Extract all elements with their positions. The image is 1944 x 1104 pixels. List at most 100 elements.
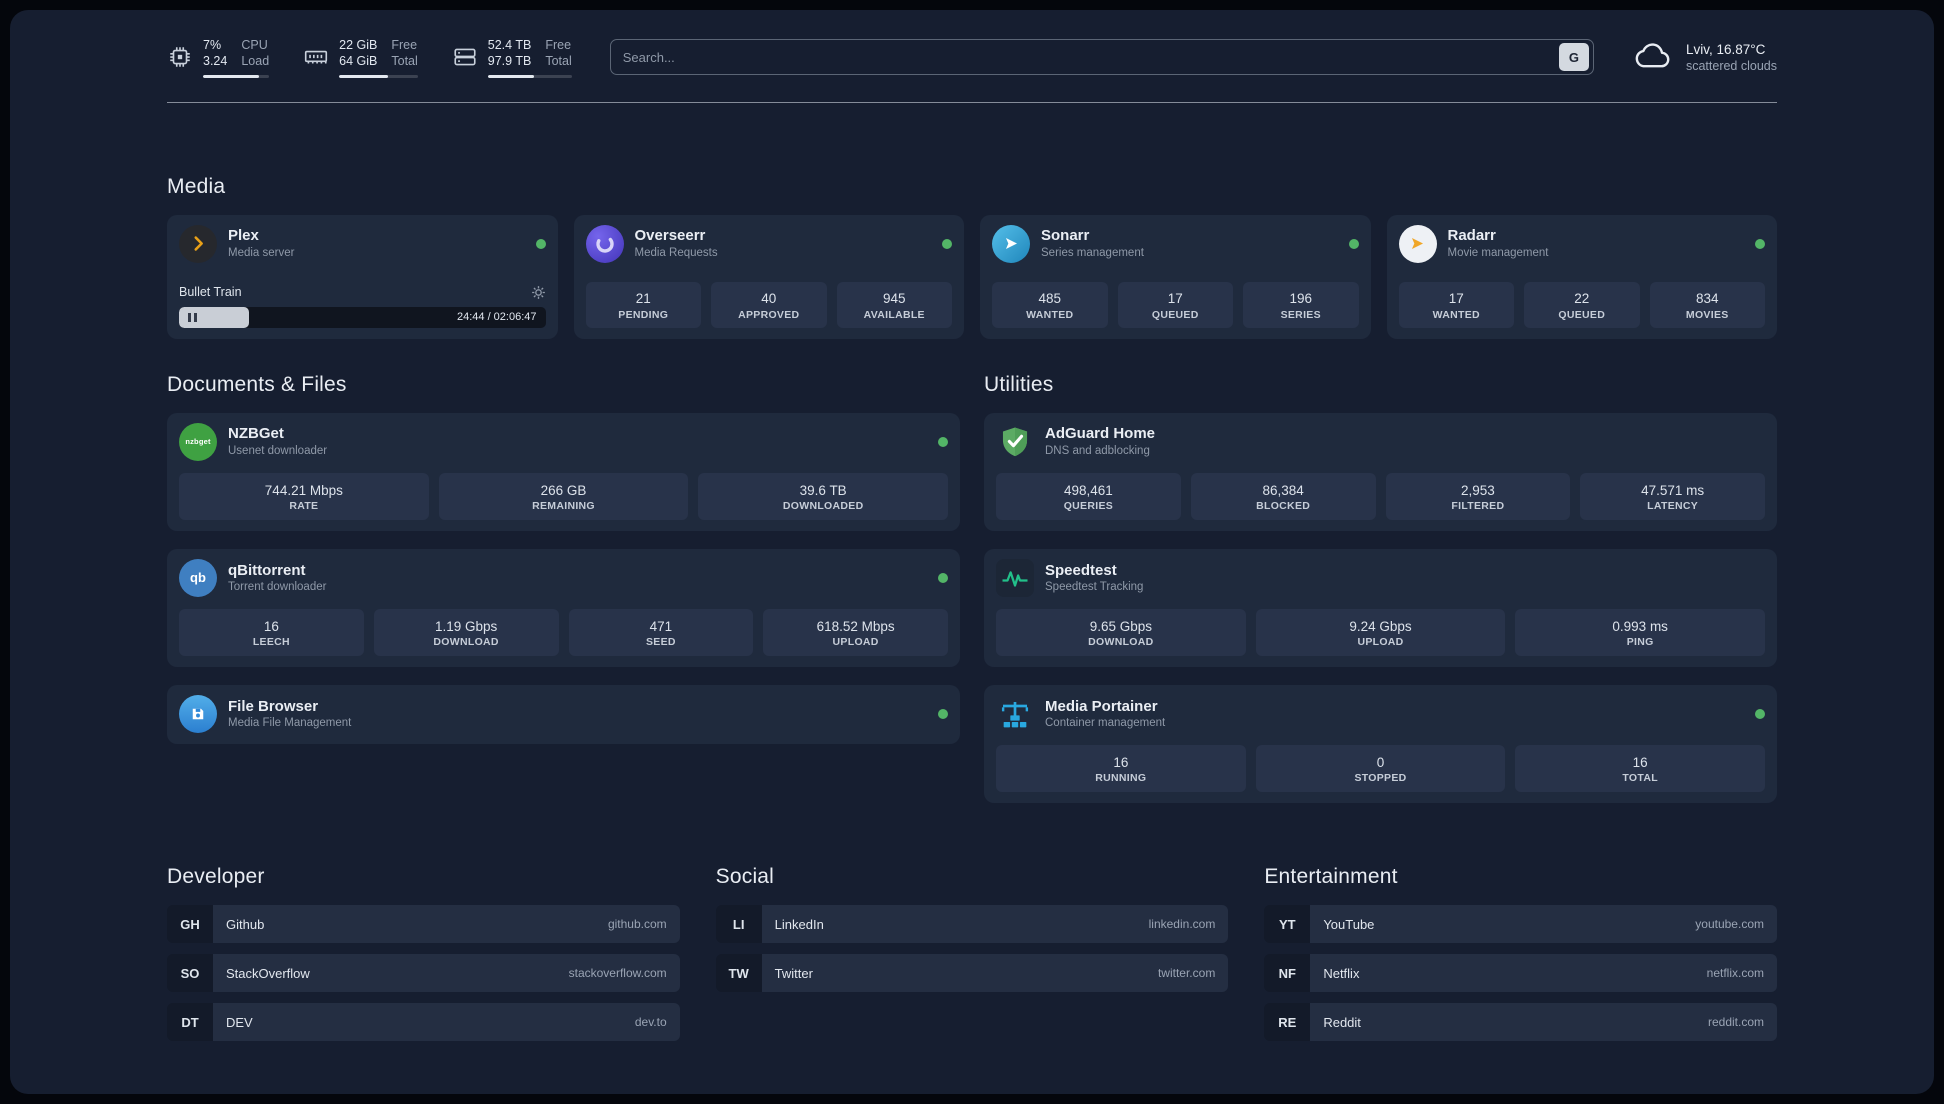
ram-total-value: 64 GiB [339, 54, 378, 69]
stat-label: LATENCY [1647, 499, 1699, 512]
stat-value: 16 [1632, 754, 1648, 770]
stat-label: RATE [289, 499, 319, 512]
card-radarr[interactable]: Radarr Movie management 17 WANTED 22 QUE… [1386, 214, 1777, 339]
stat-value: 196 [1289, 291, 1313, 307]
stat-tile: 9.24 Gbps UPLOAD [1255, 608, 1506, 656]
stat-value: 498,461 [1063, 482, 1113, 498]
pause-button[interactable] [188, 307, 197, 328]
card-subtitle: DNS and adblocking [1045, 444, 1150, 457]
stat-tile: 618.52 Mbps UPLOAD [763, 608, 948, 656]
stat-tile: 485 WANTED [992, 282, 1108, 328]
player-time: 24:44 / 02:06:47 [456, 311, 537, 323]
card-file-browser[interactable]: File Browser Media File Management [167, 684, 960, 744]
system-stats: 7% 3.24 CPU Load [167, 37, 572, 78]
section-title-utilities: Utilities [984, 372, 1054, 396]
bookmark-name: Reddit [1323, 1014, 1361, 1030]
card-title: Speedtest [1045, 561, 1117, 579]
search-bar: G [609, 39, 1594, 76]
cpu-load-value: 3.24 [203, 54, 228, 69]
card-overseerr[interactable]: Overseerr Media Requests 21 PENDING 40 A… [573, 214, 964, 339]
card-speedtest[interactable]: Speedtest Speedtest Tracking 9.65 Gbps D… [984, 548, 1777, 667]
bookmark-github[interactable]: GH Github github.com [167, 905, 680, 944]
stat-label: REMAINING [532, 499, 595, 512]
track-title: Bullet Train [179, 285, 242, 299]
ram-icon [303, 44, 329, 70]
card-title: Sonarr [1041, 227, 1090, 245]
card-portainer[interactable]: Media Portainer Container management 16 … [984, 684, 1777, 804]
search-provider-button[interactable]: G [1558, 43, 1589, 72]
stat-tile: 16 TOTAL [1515, 744, 1766, 793]
stat-label: PENDING [618, 308, 669, 321]
bookmark-stackoverflow[interactable]: SO StackOverflow stackoverflow.com [167, 954, 680, 993]
stat-value: 1.19 Gbps [434, 618, 498, 634]
cpu-widget: 7% 3.24 CPU Load [167, 37, 270, 78]
ram-free-label: Free [391, 38, 418, 52]
stat-label: SEED [645, 635, 676, 648]
bookmark-reddit[interactable]: RE Reddit reddit.com [1264, 1003, 1777, 1042]
bookmark-youtube[interactable]: YT YouTube youtube.com [1264, 905, 1777, 944]
section-title-social: Social [715, 865, 775, 889]
stat-value: 485 [1038, 291, 1062, 307]
stat-tile: 498,461 QUERIES [996, 472, 1181, 520]
stat-label: DOWNLOAD [1088, 635, 1154, 648]
stat-label: PING [1626, 635, 1654, 648]
disk-total-value: 97.9 TB [487, 54, 532, 69]
bookmark-twitter[interactable]: TW Twitter twitter.com [715, 954, 1229, 993]
stat-value: 471 [649, 618, 673, 634]
section-media: Media Plex Media server [167, 175, 1777, 339]
plex-icon [179, 224, 217, 263]
stat-tile: 945 AVAILABLE [836, 282, 952, 328]
card-subtitle: Media Requests [634, 246, 718, 259]
bookmark-domain: github.com [607, 917, 667, 932]
stat-tile: 17 WANTED [1398, 282, 1514, 328]
card-subtitle: Movie management [1447, 246, 1549, 259]
player-progress-fill [179, 306, 249, 328]
status-dot [1755, 708, 1765, 719]
player-progress[interactable]: 24:44 / 02:06:47 [179, 306, 546, 328]
file-browser-icon [179, 694, 217, 733]
stat-label: UPLOAD [1357, 635, 1404, 648]
section-title-entertainment: Entertainment [1264, 865, 1398, 889]
bookmark-domain: youtube.com [1695, 917, 1764, 932]
bookmark-linkedin[interactable]: LI LinkedIn linkedin.com [715, 905, 1229, 944]
stat-value: 39.6 TB [799, 482, 847, 498]
stat-value: 0.993 ms [1612, 618, 1668, 634]
adguard-icon [996, 423, 1034, 461]
bookmark-domain: dev.to [634, 1015, 667, 1030]
card-subtitle: Usenet downloader [228, 444, 328, 457]
section-title-developer: Developer [167, 865, 265, 889]
stat-tile: 744.21 Mbps RATE [179, 472, 429, 520]
stat-label: FILTERED [1451, 499, 1505, 512]
card-subtitle: Media server [228, 246, 295, 259]
card-subtitle: Series management [1041, 246, 1144, 259]
stat-tile: 39.6 TB DOWNLOADED [698, 472, 949, 520]
card-qbittorrent[interactable]: qb qBittorrent Torrent downloader 16 [167, 548, 960, 667]
gear-icon[interactable] [531, 285, 546, 300]
section-social: Social LI LinkedIn linkedin.com TW Twitt… [715, 865, 1229, 993]
disk-usage-bar [487, 74, 572, 78]
stat-tile: 47.571 ms LATENCY [1580, 472, 1765, 520]
stat-label: QUERIES [1063, 499, 1114, 512]
stat-tile: 834 MOVIES [1649, 282, 1765, 328]
card-adguard-home[interactable]: AdGuard Home DNS and adblocking 498,461 … [984, 412, 1777, 531]
card-plex[interactable]: Plex Media server Bullet Train [167, 214, 558, 339]
status-dot [942, 238, 952, 249]
bookmark-domain: netflix.com [1706, 966, 1764, 981]
card-nzbget[interactable]: nzbget NZBGet Usenet downloader 744.21 M… [167, 412, 960, 531]
section-title-documents: Documents & Files [167, 372, 347, 396]
section-documents: Documents & Files nzbget NZBGet Usenet d… [167, 373, 960, 744]
stat-label: DOWNLOADED [782, 499, 864, 512]
bookmark-abbr: LI [715, 905, 762, 944]
stat-value: 16 [263, 618, 279, 634]
bookmark-name: Twitter [774, 965, 813, 981]
stat-value: 9.24 Gbps [1349, 618, 1412, 634]
bookmark-name: StackOverflow [226, 965, 310, 981]
status-dot [1755, 238, 1765, 249]
bookmark-dev[interactable]: DT DEV dev.to [167, 1003, 680, 1042]
bookmark-netflix[interactable]: NF Netflix netflix.com [1264, 954, 1777, 993]
search-input[interactable] [622, 49, 1559, 65]
stat-tile: 1.19 Gbps DOWNLOAD [373, 608, 559, 656]
card-sonarr[interactable]: Sonarr Series management 485 WANTED 17 Q… [980, 214, 1371, 339]
stat-tile: 86,384 BLOCKED [1190, 472, 1376, 520]
bookmark-name: Netflix [1323, 965, 1360, 981]
